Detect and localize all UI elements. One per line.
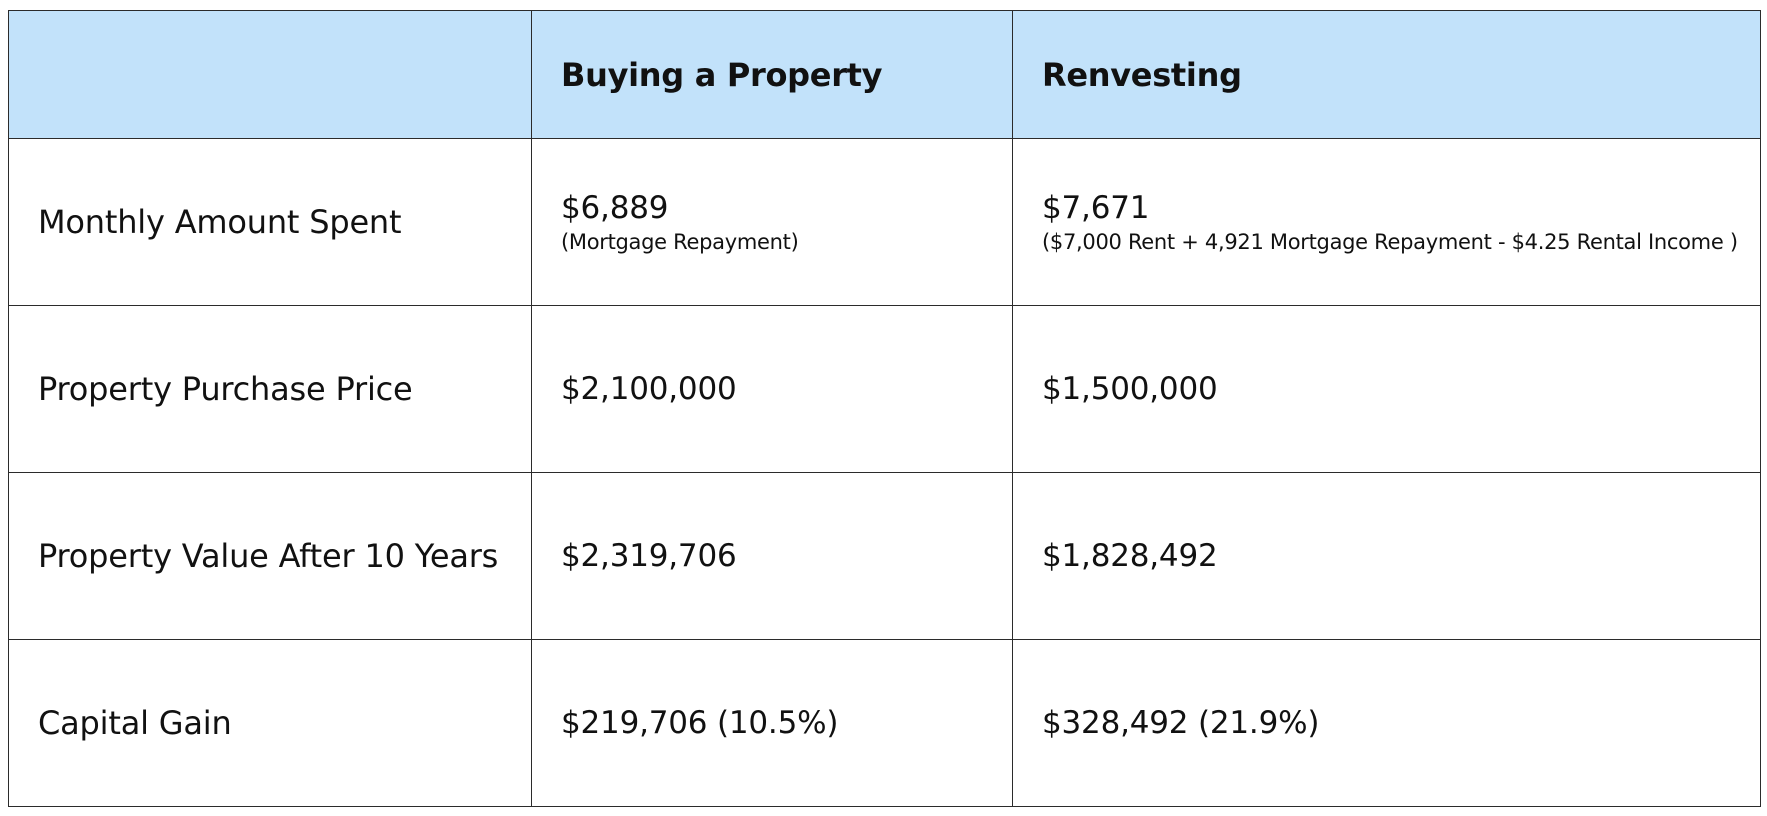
reinvesting-purchase-price-value: $1,500,000 [1042, 371, 1218, 407]
header-buying-property: Buying a Property [531, 10, 1013, 139]
row-label-property-value-after-10-years: Property Value After 10 Years [8, 472, 532, 640]
header-empty-cell [8, 10, 532, 139]
buying-capital-gain-value: $219,706 (10.5%) [561, 705, 839, 741]
buying-cell: $6,889 (Mortgage Repayment) [531, 138, 1013, 306]
buying-cell: $2,319,706 [531, 472, 1013, 640]
buying-cell: $219,706 (10.5%) [531, 639, 1013, 807]
table-row: Monthly Amount Spent $6,889 (Mortgage Re… [8, 138, 1761, 306]
buying-value-after-10-years: $2,319,706 [561, 538, 737, 574]
buying-cell: $2,100,000 [531, 305, 1013, 473]
table-body: Monthly Amount Spent $6,889 (Mortgage Re… [8, 138, 1761, 807]
reinvesting-cell: $7,671 ($7,000 Rent + 4,921 Mortgage Rep… [1012, 138, 1761, 306]
reinvesting-value-after-10-years: $1,828,492 [1042, 538, 1218, 574]
row-label-property-purchase-price: Property Purchase Price [8, 305, 532, 473]
reinvesting-cell: $1,828,492 [1012, 472, 1761, 640]
buying-purchase-price-value: $2,100,000 [561, 371, 737, 407]
reinvesting-cell: $328,492 (21.9%) [1012, 639, 1761, 807]
table-row: Property Purchase Price $2,100,000 $1,50… [8, 305, 1761, 473]
reinvesting-monthly-note: ($7,000 Rent + 4,921 Mortgage Repayment … [1042, 230, 1738, 254]
row-label-capital-gain: Capital Gain [8, 639, 532, 807]
header-row: Buying a Property Renvesting [8, 10, 1761, 139]
buying-monthly-value: $6,889 [561, 190, 669, 226]
header-reinvesting: Renvesting [1012, 10, 1761, 139]
table-header: Buying a Property Renvesting [8, 10, 1761, 139]
reinvesting-capital-gain-value: $328,492 (21.9%) [1042, 705, 1320, 741]
reinvesting-cell: $1,500,000 [1012, 305, 1761, 473]
table-row: Property Value After 10 Years $2,319,706… [8, 472, 1761, 640]
buying-monthly-note: (Mortgage Repayment) [561, 230, 799, 254]
row-label-monthly-amount-spent: Monthly Amount Spent [8, 138, 532, 306]
comparison-table: Buying a Property Renvesting Monthly Amo… [8, 10, 1761, 807]
table-row: Capital Gain $219,706 (10.5%) $328,492 (… [8, 639, 1761, 807]
reinvesting-monthly-value: $7,671 [1042, 190, 1150, 226]
